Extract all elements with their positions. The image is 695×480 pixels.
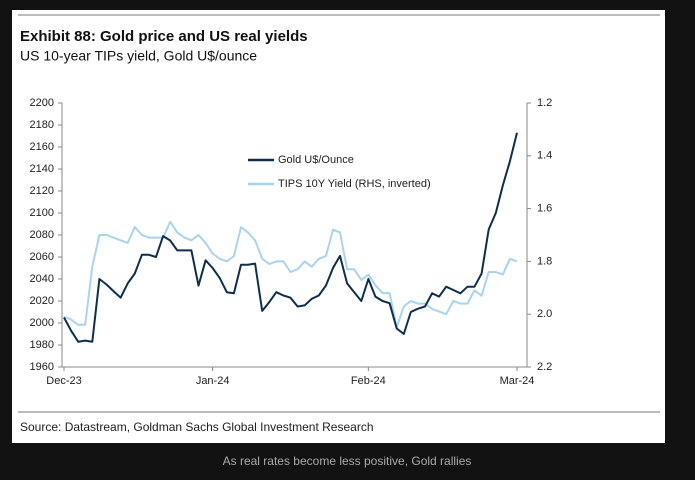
chart-subtitle: US 10-year TIPs yield, Gold U$/ounce [20, 48, 257, 64]
y-tick-label: 2160 [30, 141, 54, 153]
card [12, 10, 665, 443]
y2-tick-label: 1.4 [537, 150, 552, 162]
y-tick-label: 2140 [30, 163, 54, 175]
legend-label: Gold U$/Ounce [278, 154, 354, 166]
legend-label: TIPS 10Y Yield (RHS, inverted) [278, 178, 431, 190]
y2-tick-label: 1.2 [537, 97, 552, 109]
y2-tick-label: 1.6 [537, 203, 552, 215]
y-tick-label: 2040 [30, 273, 54, 285]
x-tick-label: Jan-24 [196, 375, 230, 387]
y-tick-label: 2080 [30, 229, 54, 241]
source: Source: Datastream, Goldman Sachs Global… [20, 420, 374, 434]
y-tick-label: 2200 [30, 97, 54, 109]
y-tick-label: 1980 [30, 339, 54, 351]
series-line [63, 132, 518, 343]
x-tick-label: Feb-24 [351, 375, 386, 387]
y-tick-label: 2120 [30, 185, 54, 197]
series-line [63, 220, 518, 329]
y-tick-label: 2060 [30, 251, 54, 263]
x-tick-label: Mar-24 [500, 375, 535, 387]
y-tick-label: 2180 [30, 119, 54, 131]
chart-title: Exhibit 88: Gold price and US real yield… [20, 28, 308, 45]
caption: As real rates become less positive, Gold… [223, 454, 472, 468]
y2-tick-label: 2.0 [537, 308, 552, 320]
y-tick-label: 1960 [30, 361, 54, 373]
y-tick-label: 2100 [30, 207, 54, 219]
y2-tick-label: 1.8 [537, 255, 552, 267]
y2-tick-label: 2.2 [537, 361, 552, 373]
y-tick-label: 2000 [30, 317, 54, 329]
y-tick-label: 2020 [30, 295, 54, 307]
x-tick-label: Dec-23 [46, 375, 81, 387]
